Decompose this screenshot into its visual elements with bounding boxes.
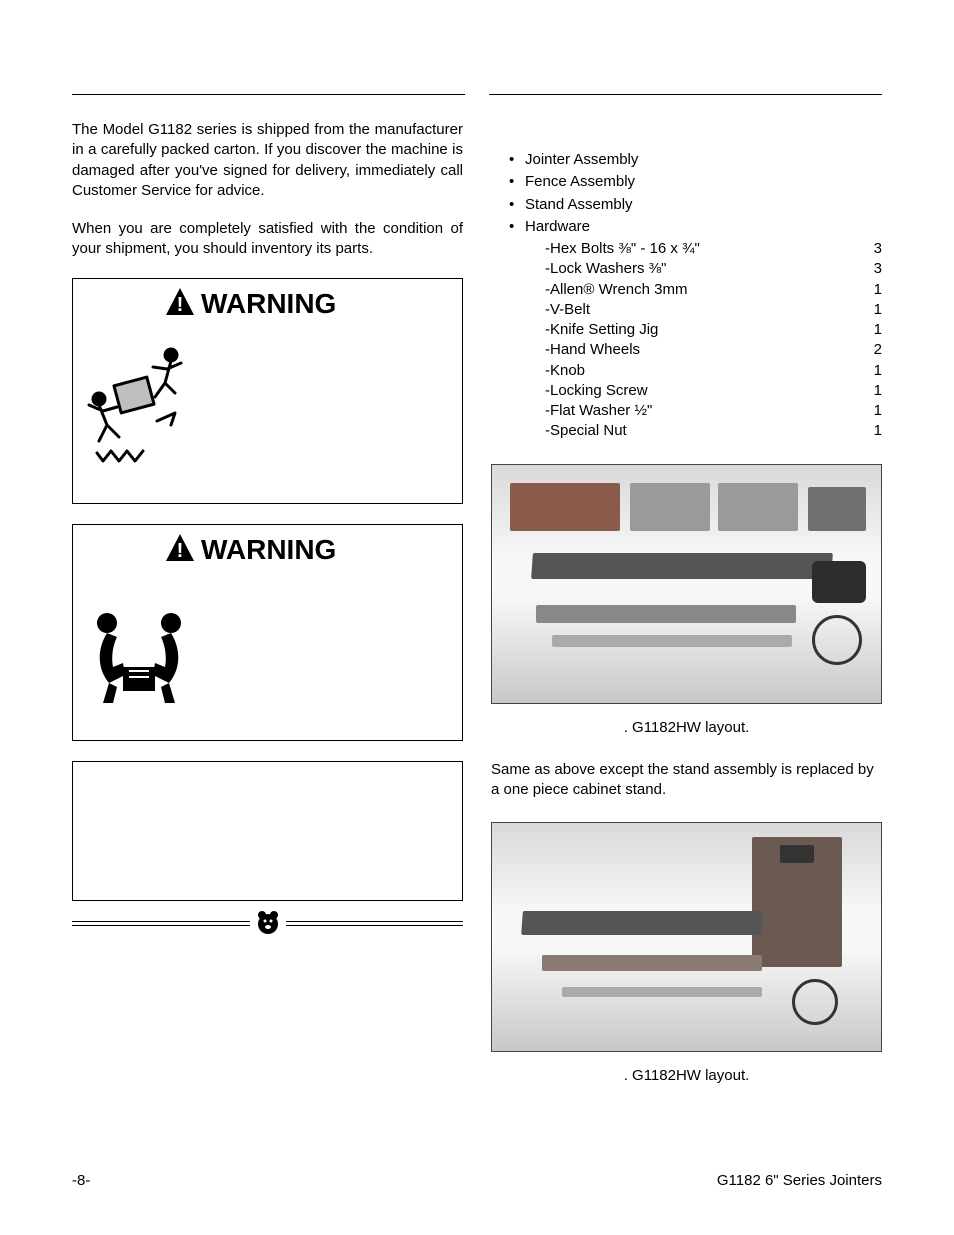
warning-text-2: WARNING xyxy=(201,534,336,565)
photo-fence xyxy=(536,605,796,623)
photo-part xyxy=(510,483,620,531)
hw-row: -Special Nut1 xyxy=(545,421,882,441)
photo-vbelt xyxy=(812,615,862,665)
hw-row: -Flat Washer ½"1 xyxy=(545,401,882,421)
hw-name: -Locking Screw xyxy=(545,381,862,401)
figure-1-caption: . G1182HW layout. xyxy=(491,718,882,738)
hw-name: -Knife Setting Jig xyxy=(545,320,862,340)
hw-qty: 3 xyxy=(862,259,882,279)
hw-row: -V-Belt1 xyxy=(545,300,882,320)
top-rule-left xyxy=(72,94,465,95)
warning-text-1: WARNING xyxy=(201,288,336,319)
hw-name: -Knob xyxy=(545,361,862,381)
hw-row: -Locking Screw1 xyxy=(545,381,882,401)
warning-body-1 xyxy=(73,327,462,503)
left-column: The Model G1182 series is shipped from t… xyxy=(72,120,463,1087)
page-number: -8- xyxy=(72,1171,90,1191)
svg-text:!: ! xyxy=(176,540,183,562)
warning-box-1: ! WARNING xyxy=(72,278,463,505)
page-columns: The Model G1182 series is shipped from t… xyxy=(72,120,882,1087)
figure-2-caption: . G1182HW layout. xyxy=(491,1066,882,1086)
figure-1-photo xyxy=(491,464,882,704)
footer-title: G1182 6" Series Jointers xyxy=(717,1171,882,1191)
hw-row: -Knife Setting Jig1 xyxy=(545,320,882,340)
photo-fence-2 xyxy=(542,955,762,971)
svg-text:!: ! xyxy=(176,294,183,316)
hw-row: -Allen® Wrench 3mm1 xyxy=(545,280,882,300)
figure-2-photo xyxy=(491,822,882,1052)
bear-divider xyxy=(72,911,463,941)
photo-bar xyxy=(552,635,792,647)
hw-name: -V-Belt xyxy=(545,300,862,320)
hw-row: -Hand Wheels2 xyxy=(545,340,882,360)
intro-para-1: The Model G1182 series is shipped from t… xyxy=(72,120,463,201)
hw-qty: 1 xyxy=(862,381,882,401)
bear-icon xyxy=(250,909,286,943)
hw-row: -Lock Washers ⅜"3 xyxy=(545,259,882,279)
photo-jointer-bed-2 xyxy=(521,911,763,935)
hw-name: -Flat Washer ½" xyxy=(545,401,862,421)
hardware-list: -Hex Bolts ⅜" - 16 x ¾"3 -Lock Washers ⅜… xyxy=(525,239,882,442)
warning-head-1: ! WARNING xyxy=(73,279,462,327)
hw-qty: 1 xyxy=(862,280,882,300)
warning-head-2: ! WARNING xyxy=(73,525,462,573)
photo-part xyxy=(718,483,798,531)
hw-name: -Hex Bolts ⅜" - 16 x ¾" xyxy=(545,239,862,259)
photo-part xyxy=(808,487,866,531)
bullet-hardware: Hardware xyxy=(525,217,882,237)
photo-motor xyxy=(812,561,866,603)
right-column: Jointer Assembly Fence Assembly Stand As… xyxy=(491,120,882,1087)
photo-jointer-bed xyxy=(531,553,833,579)
warning-body-2 xyxy=(73,573,462,739)
photo-bar-2 xyxy=(562,987,762,997)
hw-qty: 3 xyxy=(862,239,882,259)
hw-row: -Hex Bolts ⅜" - 16 x ¾"3 xyxy=(545,239,882,259)
hw-qty: 1 xyxy=(862,421,882,441)
top-rule-right xyxy=(489,94,882,95)
page-footer: -8- G1182 6" Series Jointers xyxy=(72,1171,882,1191)
warning-box-2: ! WARNING xyxy=(72,524,463,741)
warning-icon-label-2: ! WARNING xyxy=(163,531,373,565)
photo-vbelt-2 xyxy=(792,979,838,1025)
warning-icon-label-1: ! WARNING xyxy=(163,285,373,319)
falling-person-icon xyxy=(79,333,199,489)
hw-qty: 1 xyxy=(862,320,882,340)
hw-qty: 1 xyxy=(862,300,882,320)
bullet-stand: Stand Assembly xyxy=(525,195,882,215)
intro-para-2: When you are completely satisfied with t… xyxy=(72,219,463,260)
hw-name: -Special Nut xyxy=(545,421,862,441)
hw-name: -Allen® Wrench 3mm xyxy=(545,280,862,300)
hw-qty: 1 xyxy=(862,361,882,381)
hw-qty: 1 xyxy=(862,401,882,421)
photo-cabinet-top xyxy=(780,845,814,863)
hw-qty: 2 xyxy=(862,340,882,360)
bullet-jointer: Jointer Assembly xyxy=(525,150,882,170)
hw-name: -Lock Washers ⅜" xyxy=(545,259,862,279)
bullet-fence: Fence Assembly xyxy=(525,172,882,192)
notice-box xyxy=(72,761,463,901)
hw-row: -Knob1 xyxy=(545,361,882,381)
two-person-lift-icon xyxy=(79,579,199,725)
photo-part xyxy=(630,483,710,531)
mid-paragraph: Same as above except the stand assembly … xyxy=(491,760,882,801)
hw-name: -Hand Wheels xyxy=(545,340,862,360)
package-contents-list: Jointer Assembly Fence Assembly Stand As… xyxy=(491,150,882,442)
